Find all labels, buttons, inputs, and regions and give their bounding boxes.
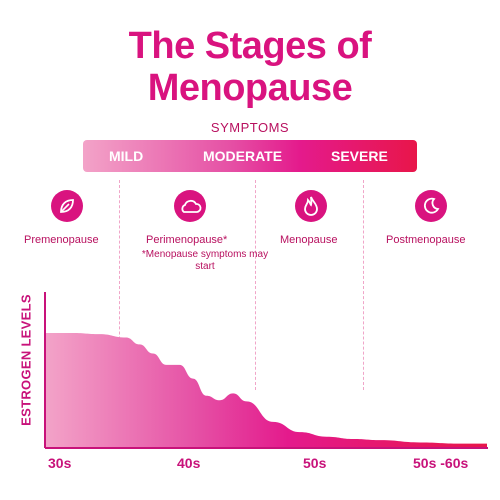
x-tick-label: 50s -60s: [413, 455, 469, 471]
x-tick-label: 40s: [177, 455, 201, 471]
estrogen-level-area: [46, 333, 487, 447]
x-tick-label: 30s: [48, 455, 72, 471]
stage-label-postmenopause: Postmenopause: [386, 234, 466, 246]
leaf-icon: [51, 190, 83, 222]
x-tick-label: 50s: [303, 455, 327, 471]
severity-moderate: MODERATE: [203, 148, 283, 164]
symptom-severity-bar: MILD MODERATE SEVERE: [83, 140, 417, 172]
flame-icon: [295, 190, 327, 222]
stage-label-perimenopause: Perimenopause*: [146, 234, 228, 246]
page-title-line-2: Menopause: [147, 67, 353, 109]
perimenopause-footnote: *Menopause symptoms may start: [141, 249, 269, 272]
moon-icon: [415, 190, 447, 222]
cloud-icon: [174, 190, 206, 222]
stage-divider: [119, 180, 120, 390]
severity-mild: MILD: [109, 148, 144, 164]
stage-label-premenopause: Premenopause: [24, 234, 99, 246]
symptoms-label: SYMPTOMS: [210, 120, 290, 135]
severity-severe: SEVERE: [331, 148, 388, 164]
stage-label-menopause: Menopause: [280, 234, 338, 246]
stage-divider: [363, 180, 364, 390]
stage-divider: [255, 180, 256, 390]
page-title-line-1: The Stages of: [128, 25, 372, 67]
